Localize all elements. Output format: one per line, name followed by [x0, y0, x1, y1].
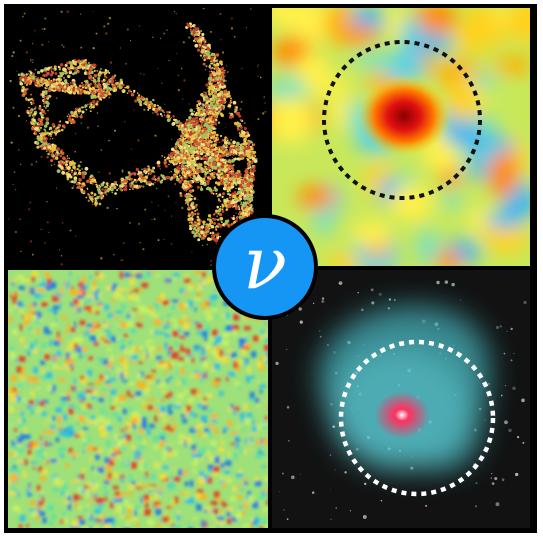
temperature-map-image — [272, 8, 530, 266]
cmb-sky-panel — [8, 270, 268, 528]
galaxy-cluster-image — [272, 270, 530, 528]
galaxy-cluster-panel — [272, 270, 530, 528]
neutrino-badge: ν — [212, 214, 318, 320]
cosmic-web-panel — [8, 8, 268, 266]
cmb-map-image — [8, 270, 268, 528]
neutrino-symbol-icon: ν — [243, 221, 287, 305]
dashed-circle-bottom — [338, 339, 496, 497]
cmb-lensing-panel — [272, 8, 530, 266]
dashed-circle-top — [322, 40, 482, 200]
cosmic-web-image — [8, 8, 268, 266]
